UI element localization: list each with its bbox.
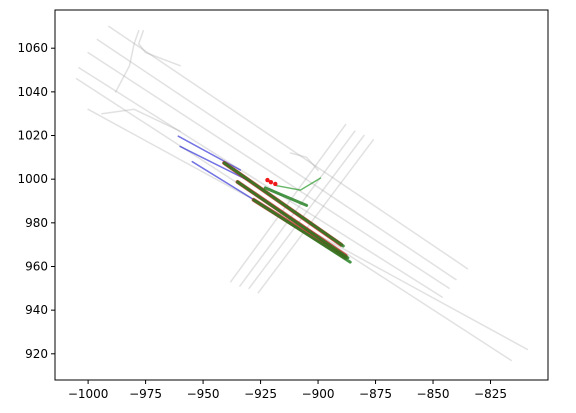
y-tick-label: 1000: [17, 172, 48, 186]
lane-line: [179, 145, 251, 183]
lane-line: [229, 123, 347, 283]
y-tick-label: 940: [25, 303, 48, 317]
x-tick-label: −825: [474, 387, 507, 401]
plot-area: [75, 25, 529, 362]
x-tick-label: −950: [187, 387, 220, 401]
y-tick-label: 980: [25, 216, 48, 230]
lane-line: [239, 130, 356, 287]
lane-line: [101, 108, 181, 132]
y-tick-label: 1040: [17, 85, 48, 99]
lane-line: [177, 135, 242, 171]
lane-line: [87, 51, 450, 290]
x-tick-label: −925: [244, 387, 277, 401]
y-tick-label: 1060: [17, 41, 48, 55]
y-tick-label: 960: [25, 259, 48, 273]
x-tick-label: −850: [417, 387, 450, 401]
y-tick-label: 1020: [17, 129, 48, 143]
lane-line: [96, 38, 457, 281]
axes-frame: [54, 9, 549, 381]
lane-line: [252, 198, 352, 264]
x-tick-label: −975: [129, 387, 162, 401]
y-tick-label: 920: [25, 347, 48, 361]
lane-line: [78, 67, 443, 298]
marker: [273, 181, 278, 187]
lane-line: [236, 180, 350, 260]
x-tick-label: −875: [359, 387, 392, 401]
lane-line: [222, 161, 345, 248]
lane-line: [108, 25, 469, 270]
lane-line: [289, 152, 319, 172]
lane-line: [137, 29, 181, 67]
lane-line: [191, 160, 257, 202]
lane-line: [248, 134, 365, 290]
marker: [268, 180, 274, 185]
marker: [265, 177, 270, 183]
lane-line: [114, 29, 140, 93]
lane-line: [275, 177, 322, 191]
lane-line: [257, 139, 374, 294]
lane-line: [263, 186, 309, 207]
x-tick-label: −1000: [68, 387, 109, 401]
x-tick-label: −900: [302, 387, 335, 401]
